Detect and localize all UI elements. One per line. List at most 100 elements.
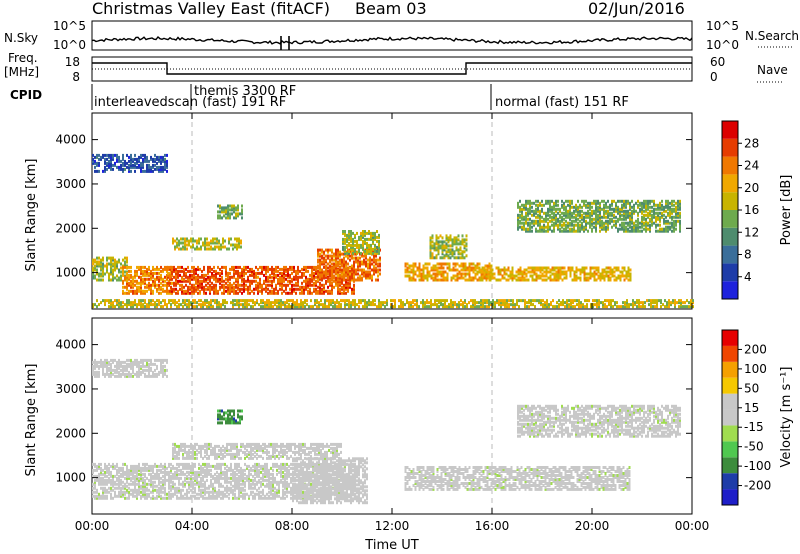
data-cell — [563, 221, 565, 225]
data-cell — [412, 278, 415, 282]
data-cell — [266, 303, 268, 307]
data-cell — [353, 287, 355, 291]
data-cell — [333, 274, 335, 278]
data-cell — [156, 275, 158, 279]
data-cell — [437, 250, 440, 254]
data-cell — [231, 275, 233, 279]
data-cell — [229, 283, 231, 287]
data-cell — [134, 275, 136, 279]
data-cell — [215, 285, 217, 289]
data-cell — [451, 250, 454, 254]
data-cell — [216, 237, 218, 241]
data-cell — [627, 272, 630, 276]
data-cell — [110, 496, 112, 500]
data-cell — [148, 368, 150, 372]
data-cell — [525, 201, 527, 205]
data-cell — [507, 266, 510, 270]
data-cell — [275, 273, 277, 277]
data-cell — [557, 276, 560, 280]
data-cell — [219, 285, 221, 289]
data-cell — [523, 217, 525, 221]
data-cell — [637, 205, 639, 209]
data-cell — [442, 305, 444, 309]
data-cell — [187, 265, 189, 269]
data-cell — [621, 213, 623, 217]
data-cell — [337, 283, 339, 287]
data-cell — [124, 161, 126, 165]
data-cell — [130, 364, 132, 368]
data-cell — [400, 303, 402, 307]
data-cell — [428, 272, 431, 276]
data-cell — [613, 219, 615, 223]
data-cell — [631, 199, 633, 203]
data-cell — [521, 276, 524, 280]
data-cell — [112, 303, 114, 307]
data-cell — [633, 211, 635, 215]
data-cell — [675, 223, 677, 227]
data-cell — [625, 215, 627, 219]
data-cell — [482, 305, 484, 309]
data-cell — [118, 474, 120, 478]
data-cell — [253, 271, 255, 275]
data-cell — [104, 358, 106, 362]
data-cell — [162, 167, 164, 171]
data-cell — [205, 291, 207, 295]
data-cell — [641, 211, 643, 215]
data-cell — [369, 272, 371, 276]
data-cell — [553, 223, 555, 227]
data-cell — [237, 287, 239, 291]
data-cell — [613, 278, 616, 282]
data-cell — [541, 219, 543, 223]
data-cell — [331, 248, 333, 252]
data-cell — [553, 201, 555, 205]
data-cell — [601, 225, 603, 229]
data-cell — [132, 494, 134, 498]
data-cell — [378, 251, 380, 255]
data-cell — [221, 275, 223, 279]
data-cell — [583, 227, 585, 231]
data-cell — [120, 270, 122, 274]
data-cell — [221, 265, 223, 269]
data-cell — [96, 256, 98, 260]
data-cell — [150, 269, 152, 273]
data-cell — [297, 287, 299, 291]
data-cell — [227, 285, 229, 289]
data-cell — [557, 274, 560, 278]
data-cell — [276, 305, 278, 309]
data-cell — [122, 153, 124, 157]
data-cell — [138, 265, 140, 269]
data-cell — [278, 299, 280, 303]
data-cell — [517, 221, 519, 225]
data-cell — [227, 289, 229, 293]
data-cell — [228, 241, 230, 245]
data-cell — [359, 260, 361, 264]
data-cell — [601, 219, 603, 223]
data-cell — [196, 247, 198, 251]
data-cell — [140, 153, 142, 157]
data-cell — [641, 225, 643, 229]
data-cell — [98, 466, 100, 470]
data-cell — [420, 274, 423, 278]
data-cell — [130, 285, 132, 289]
data-cell — [233, 285, 235, 289]
data-cell — [144, 159, 146, 163]
data-cell — [112, 368, 114, 372]
data-cell — [175, 275, 177, 279]
data-cell — [508, 305, 510, 309]
data-cell — [120, 468, 122, 472]
data-cell — [583, 278, 586, 282]
data-cell — [435, 238, 438, 242]
data-cell — [293, 275, 295, 279]
data-cell — [617, 276, 620, 280]
data-cell — [619, 199, 621, 203]
data-cell — [428, 305, 430, 309]
data-cell — [229, 208, 231, 212]
data-cell — [394, 301, 396, 305]
data-cell — [100, 262, 102, 266]
data-cell — [641, 217, 643, 221]
data-cell — [573, 227, 575, 231]
data-cell — [94, 480, 96, 484]
data-cell — [374, 237, 376, 241]
data-cell — [237, 275, 239, 279]
data-cell — [669, 201, 671, 205]
